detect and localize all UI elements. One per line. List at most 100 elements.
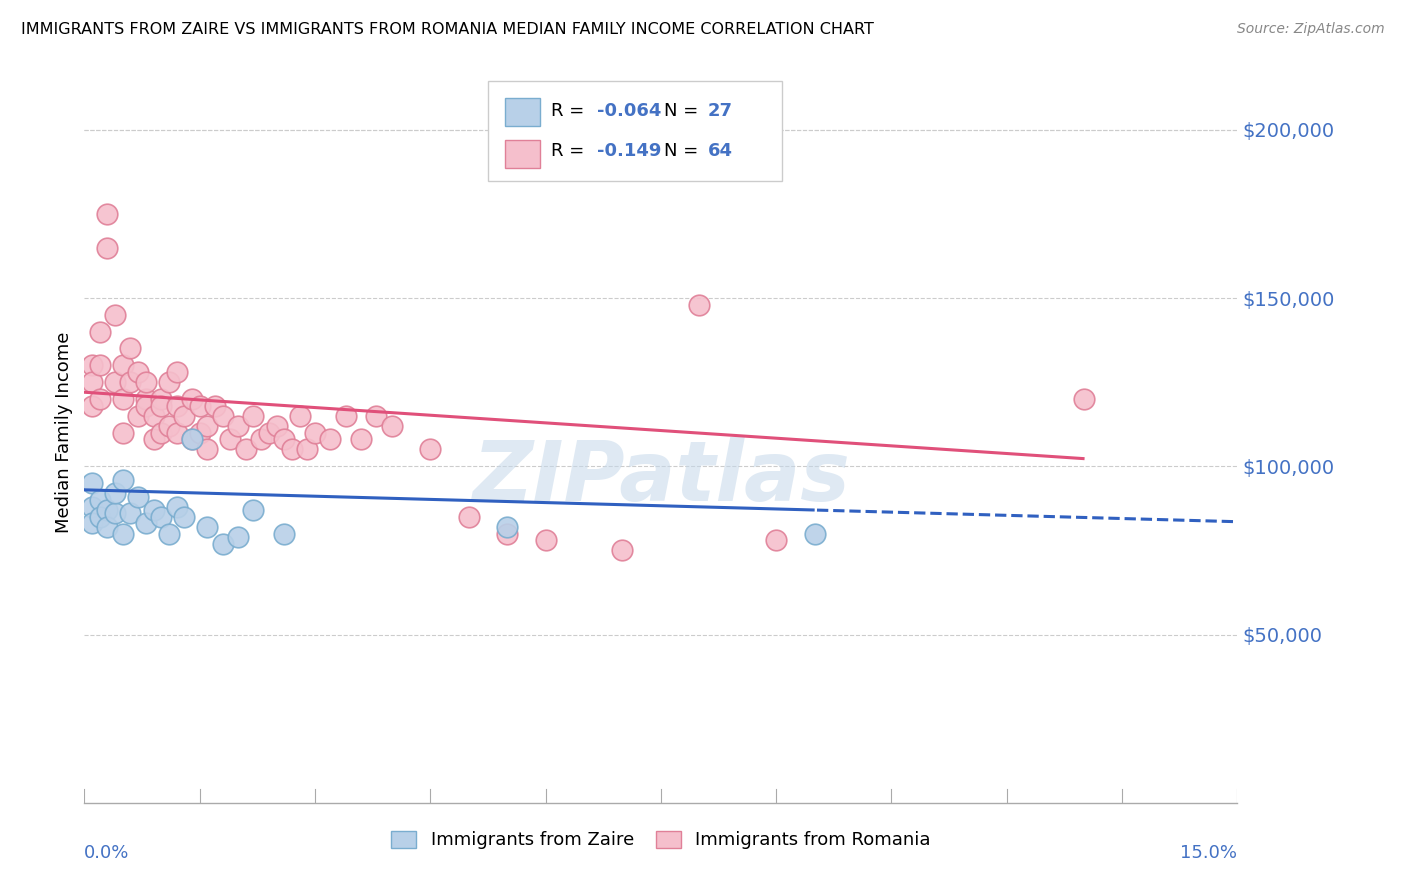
Point	[419, 442, 441, 457]
Point	[80, 399, 103, 413]
Point	[135, 399, 157, 413]
Point	[150, 425, 173, 440]
Point	[96, 240, 118, 255]
Point	[166, 399, 188, 413]
Point	[534, 533, 557, 548]
Point	[142, 409, 165, 423]
Point	[104, 507, 127, 521]
Point	[142, 503, 165, 517]
Point	[89, 509, 111, 524]
Point	[166, 425, 188, 440]
Point	[226, 418, 249, 433]
Point	[127, 365, 149, 379]
Point	[496, 526, 519, 541]
Point	[104, 375, 127, 389]
Point	[80, 476, 103, 491]
Point	[297, 442, 319, 457]
Text: R =: R =	[551, 143, 596, 161]
Text: 64: 64	[709, 143, 733, 161]
Point	[188, 425, 211, 440]
Point	[111, 359, 134, 373]
Point	[135, 392, 157, 406]
Point	[157, 418, 180, 433]
Point	[89, 325, 111, 339]
Point	[273, 526, 295, 541]
Point	[89, 392, 111, 406]
Point	[612, 543, 634, 558]
Text: IMMIGRANTS FROM ZAIRE VS IMMIGRANTS FROM ROMANIA MEDIAN FAMILY INCOME CORRELATIO: IMMIGRANTS FROM ZAIRE VS IMMIGRANTS FROM…	[21, 22, 875, 37]
Point	[111, 425, 134, 440]
Point	[195, 520, 218, 534]
Point	[96, 503, 118, 517]
Point	[150, 399, 173, 413]
Point	[288, 409, 311, 423]
Point	[80, 375, 103, 389]
Point	[120, 507, 142, 521]
Point	[765, 533, 787, 548]
Point	[195, 418, 218, 433]
Point	[803, 526, 825, 541]
Text: 15.0%: 15.0%	[1180, 844, 1237, 862]
Point	[273, 433, 295, 447]
Point	[96, 520, 118, 534]
Point	[104, 308, 127, 322]
Point	[181, 433, 204, 447]
Point	[157, 526, 180, 541]
Point	[80, 359, 103, 373]
Text: N =: N =	[664, 143, 704, 161]
Point	[335, 409, 357, 423]
Point	[242, 409, 264, 423]
Point	[142, 433, 165, 447]
Point	[381, 418, 404, 433]
Point	[235, 442, 257, 457]
Text: N =: N =	[664, 102, 704, 120]
Point	[281, 442, 304, 457]
Point	[226, 530, 249, 544]
Point	[135, 516, 157, 531]
Point	[496, 520, 519, 534]
Point	[266, 418, 288, 433]
Point	[80, 516, 103, 531]
Point	[211, 536, 233, 550]
Point	[166, 500, 188, 514]
Point	[242, 503, 264, 517]
Point	[157, 375, 180, 389]
Point	[150, 392, 173, 406]
Point	[188, 399, 211, 413]
Point	[350, 433, 373, 447]
Point	[181, 392, 204, 406]
Point	[127, 409, 149, 423]
Point	[111, 392, 134, 406]
Point	[457, 509, 479, 524]
Point	[150, 509, 173, 524]
Point	[257, 425, 280, 440]
Point	[111, 526, 134, 541]
Y-axis label: Median Family Income: Median Family Income	[55, 332, 73, 533]
Text: 0.0%: 0.0%	[84, 844, 129, 862]
Point	[204, 399, 226, 413]
Point	[366, 409, 388, 423]
Point	[219, 433, 242, 447]
Point	[120, 342, 142, 356]
Point	[89, 359, 111, 373]
Bar	[505, 140, 540, 168]
Point	[127, 490, 149, 504]
Text: -0.149: -0.149	[598, 143, 662, 161]
Point	[1073, 392, 1095, 406]
Point	[250, 433, 273, 447]
Text: R =: R =	[551, 102, 591, 120]
Point	[195, 442, 218, 457]
Text: -0.064: -0.064	[598, 102, 662, 120]
Text: ZIPatlas: ZIPatlas	[472, 436, 849, 517]
Point	[173, 409, 195, 423]
Point	[211, 409, 233, 423]
Point	[319, 433, 342, 447]
Point	[688, 298, 710, 312]
Point	[104, 486, 127, 500]
Point	[111, 473, 134, 487]
Point	[166, 365, 188, 379]
Text: Source: ZipAtlas.com: Source: ZipAtlas.com	[1237, 22, 1385, 37]
Point	[173, 509, 195, 524]
Legend: Immigrants from Zaire, Immigrants from Romania: Immigrants from Zaire, Immigrants from R…	[384, 823, 938, 856]
Point	[135, 375, 157, 389]
